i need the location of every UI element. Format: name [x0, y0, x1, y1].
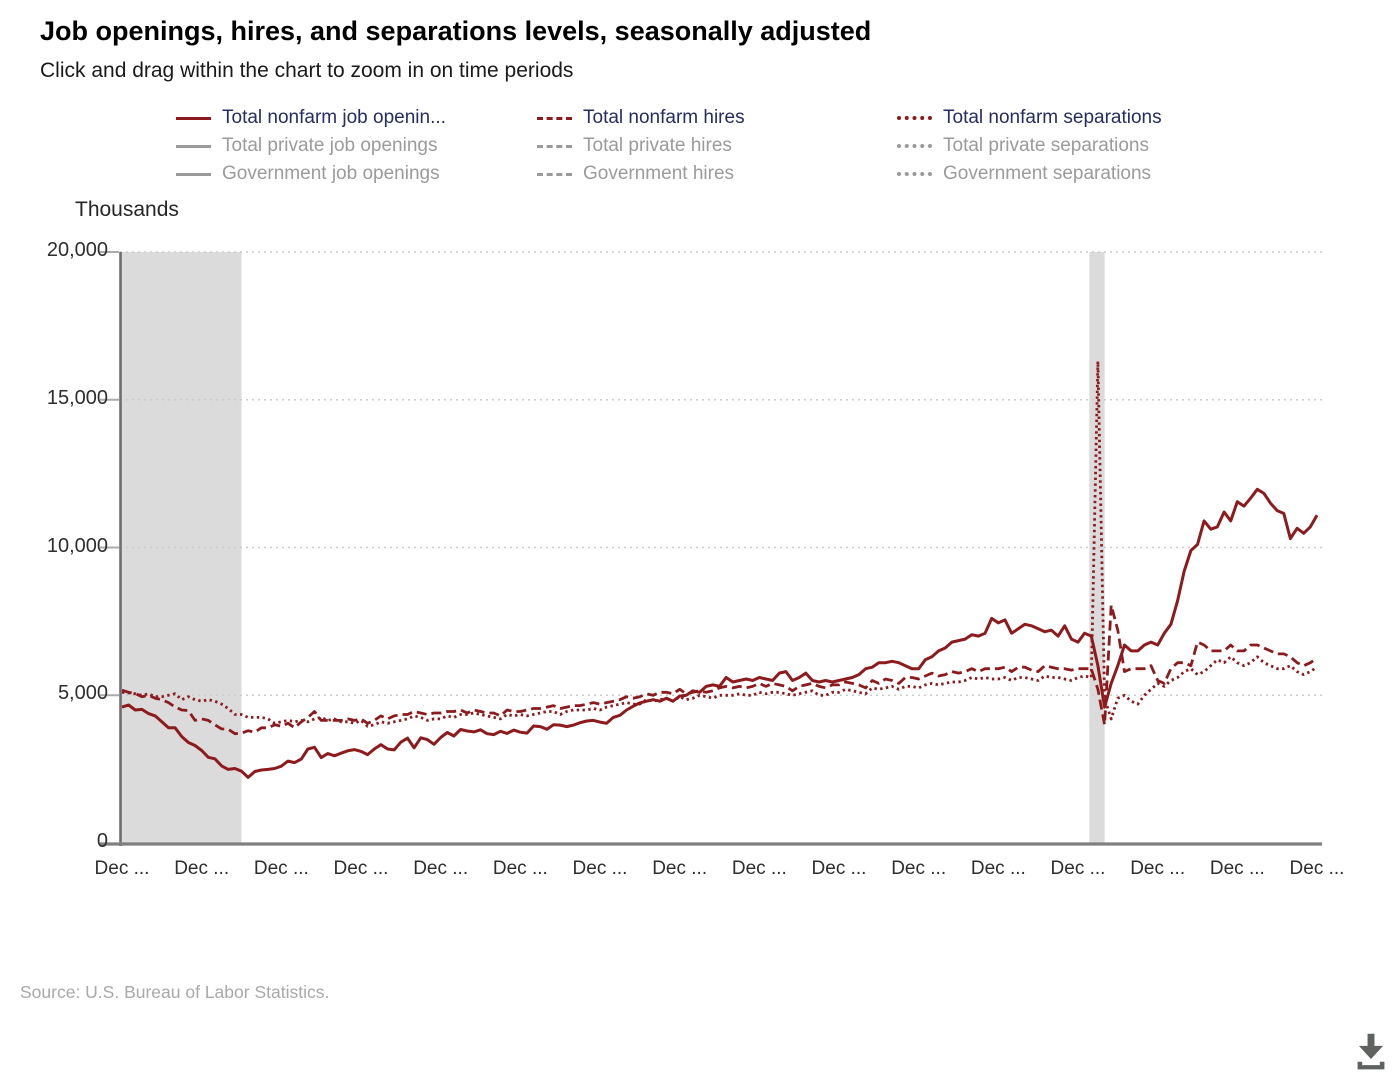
- y-tick-label: 0: [96, 830, 108, 852]
- chart-subtitle: Click and drag within the chart to zoom …: [40, 59, 574, 82]
- plot-area[interactable]: [120, 252, 1320, 843]
- legend-column-hires: Total nonfarm hires Total private hires …: [537, 104, 897, 188]
- y-axis-title: Thousands: [75, 198, 179, 221]
- x-tick-label: Dec ...: [1209, 858, 1265, 879]
- y-tick-label: 10,000: [46, 534, 108, 557]
- download-icon: [1357, 1033, 1385, 1070]
- y-tick-label: 20,000: [46, 239, 108, 261]
- legend-item-label: Total nonfarm hires: [583, 107, 745, 128]
- x-tick-label: Dec ...: [970, 858, 1026, 879]
- legend-item-total-nonfarm-job-openings[interactable]: Total nonfarm job openin...: [176, 104, 537, 132]
- x-tick-label: Dec ...: [1130, 858, 1186, 879]
- x-tick-label: Dec ...: [891, 858, 947, 879]
- legend-item-total-nonfarm-hires[interactable]: Total nonfarm hires: [537, 104, 897, 132]
- series-line-job-openings: [121, 487, 1319, 779]
- legend-item-total-private-separations[interactable]: Total private separations: [897, 132, 1227, 160]
- legend-item-label: Total nonfarm job openin...: [222, 107, 446, 128]
- download-button[interactable]: [1348, 1026, 1394, 1076]
- legend-item-total-private-job-openings[interactable]: Total private job openings: [176, 132, 537, 160]
- legend-item-label: Total private separations: [943, 135, 1149, 156]
- x-tick-label: Dec ...: [94, 858, 150, 879]
- legend-column-separations: Total nonfarm separations Total private …: [897, 104, 1227, 188]
- legend-item-label: Government separations: [943, 163, 1152, 184]
- legend-swatch-dashed-line: [537, 116, 572, 120]
- legend-item-total-nonfarm-separations[interactable]: Total nonfarm separations: [897, 104, 1227, 132]
- legend-swatch-dotted-line: [897, 172, 932, 176]
- x-tick-label: Dec ...: [253, 858, 309, 879]
- x-tick-label: Dec ...: [1050, 858, 1106, 879]
- legend-item-total-private-hires[interactable]: Total private hires: [537, 132, 897, 160]
- x-tick-label: Dec ...: [492, 858, 548, 879]
- y-tick-label: 15,000: [46, 386, 108, 409]
- x-tick-label: Dec ...: [652, 858, 708, 879]
- legend-column-openings: Total nonfarm job openin... Total privat…: [176, 104, 537, 188]
- legend-swatch-dashed-line: [537, 172, 572, 176]
- x-tick-label: Dec ...: [572, 858, 628, 879]
- x-tick-label: Dec ...: [1289, 858, 1345, 879]
- x-tick-label: Dec ...: [811, 858, 867, 879]
- chart-title: Job openings, hires, and separations lev…: [40, 16, 872, 46]
- legend-item-label: Government job openings: [222, 163, 440, 184]
- legend-swatch-solid-line: [176, 116, 211, 120]
- legend-item-government-separations[interactable]: Government separations: [897, 160, 1227, 188]
- legend-item-label: Total nonfarm separations: [943, 107, 1162, 128]
- source-note: Source: U.S. Bureau of Labor Statistics.: [20, 982, 330, 1002]
- legend-swatch-dashed-line: [537, 144, 572, 148]
- legend: Total nonfarm job openin... Total privat…: [176, 104, 1227, 188]
- legend-item-government-hires[interactable]: Government hires: [537, 160, 897, 188]
- x-tick-label: Dec ...: [174, 858, 230, 879]
- x-tick-label: Dec ...: [413, 858, 469, 879]
- x-tick-label: Dec ...: [731, 858, 787, 879]
- y-tick-label: 5,000: [57, 682, 108, 705]
- legend-swatch-dotted-line: [897, 116, 932, 120]
- legend-item-label: Total private job openings: [222, 135, 438, 156]
- series-line-hires: [121, 603, 1318, 736]
- legend-item-government-job-openings[interactable]: Government job openings: [176, 160, 537, 188]
- legend-swatch-solid-line: [176, 144, 211, 148]
- legend-item-label: Total private hires: [583, 135, 732, 156]
- x-tick-label: Dec ...: [333, 858, 389, 879]
- legend-item-label: Government hires: [583, 163, 735, 184]
- series-line-separations: [121, 359, 1318, 728]
- legend-swatch-solid-line: [176, 172, 211, 176]
- legend-swatch-dotted-line: [897, 144, 932, 148]
